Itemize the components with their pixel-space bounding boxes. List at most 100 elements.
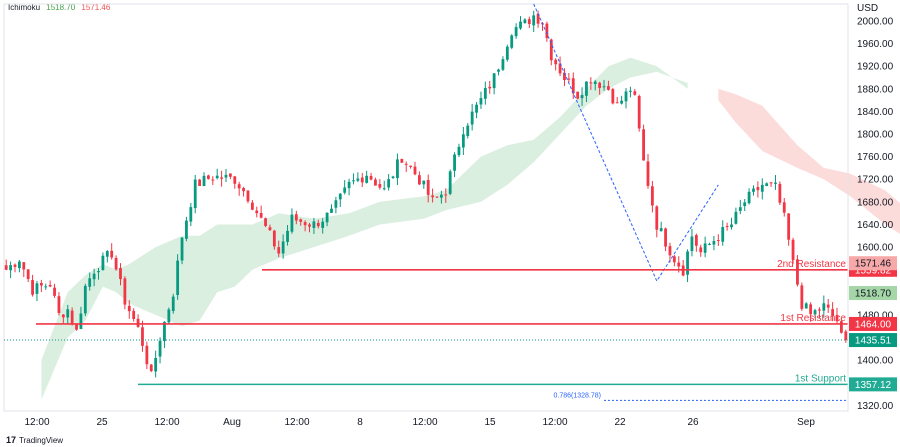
y-tick-label: 1960.00 — [857, 39, 894, 50]
candle-body — [844, 331, 848, 341]
candle-body — [782, 202, 786, 213]
candle-body — [554, 59, 558, 65]
candle-body — [439, 194, 443, 198]
level-label: 1st Resistance — [780, 313, 846, 324]
candle-body — [92, 273, 96, 280]
y-tick-label: 1320.00 — [857, 401, 894, 412]
candle-body — [818, 309, 821, 311]
candle-body — [378, 183, 382, 188]
candle-body — [453, 154, 456, 171]
candle-body — [716, 240, 720, 242]
candle-body — [642, 129, 645, 161]
candle-body — [259, 213, 263, 218]
candle-body — [387, 179, 391, 188]
candle-body — [167, 309, 171, 323]
candle-body — [145, 345, 149, 365]
candle-body — [505, 46, 509, 60]
candle-body — [255, 210, 259, 214]
candle-body — [286, 230, 289, 242]
candle-body — [563, 72, 566, 81]
candle-body — [242, 187, 245, 192]
candle-body — [694, 235, 698, 246]
candle-body — [347, 181, 351, 189]
fib-level-label: 0.786(1328.78) — [554, 392, 601, 399]
candle-body — [132, 310, 136, 319]
candle-body — [185, 220, 188, 239]
candle-body — [365, 175, 369, 183]
candle-body — [620, 100, 624, 104]
candle-body — [360, 177, 364, 183]
candle-body — [233, 176, 237, 184]
candle-body — [268, 227, 272, 231]
plot-area[interactable]: 2nd Resistance 1st Resistance 1st Support 0… — [3, 3, 900, 412]
indicator-value-2: 1571.46 — [81, 3, 111, 12]
level-price-tag — [849, 377, 897, 392]
candle-body — [672, 256, 676, 263]
candle-body — [237, 184, 241, 189]
candle-body — [778, 183, 782, 203]
candle-body — [743, 202, 747, 207]
candle-body — [747, 191, 751, 204]
candle-body — [352, 180, 355, 182]
candle-body — [171, 296, 175, 311]
indicator-legend[interactable]: Ichimoku 1518.70 1571.46 — [8, 3, 114, 12]
candle-body — [35, 283, 39, 294]
candle-body — [13, 264, 17, 267]
candle-body — [470, 111, 474, 125]
candle-body — [215, 175, 219, 179]
candle-body — [374, 179, 377, 186]
y-tick-label: 2000.00 — [857, 16, 894, 27]
candle-body — [527, 19, 531, 24]
candle-body — [198, 179, 202, 187]
candle-body — [57, 296, 61, 313]
candle-body — [101, 255, 105, 271]
candle-body — [840, 321, 843, 333]
candle-body — [66, 309, 70, 318]
candle-body — [356, 178, 360, 181]
brand-name: TradingView — [19, 435, 64, 445]
candle-body — [461, 134, 465, 148]
candle-body — [290, 214, 294, 232]
candle-body — [800, 285, 804, 309]
candle-body — [413, 166, 417, 175]
candle-body — [396, 159, 399, 179]
candle-body — [492, 73, 496, 89]
candle-body — [585, 81, 588, 96]
candle-body — [444, 194, 448, 196]
candle-body — [668, 246, 672, 256]
y-tick-label: 1600.00 — [857, 243, 894, 254]
candle-body — [686, 251, 689, 275]
candle-body — [615, 102, 619, 104]
candle-body — [264, 218, 267, 227]
y-tick-label: 1480.00 — [857, 310, 894, 321]
candle-body — [88, 278, 92, 287]
candle-body — [567, 78, 571, 80]
candle-body — [664, 228, 667, 247]
candle-body — [79, 313, 83, 329]
candle-body — [404, 163, 408, 165]
y-tick-label: 1400.00 — [857, 356, 894, 367]
candle-body — [774, 182, 777, 184]
level-label: 1st Support — [795, 373, 846, 384]
candle-body — [831, 309, 835, 316]
time-axis[interactable]: 12:00 25 12:00 Aug 12:00 8 12:00 15 12:00 22 26 Sep — [4, 410, 848, 428]
candle-body — [154, 357, 158, 372]
candle-body — [22, 262, 26, 270]
level-price-text: 1559.82 — [855, 265, 892, 276]
candle-body — [448, 171, 452, 194]
candle-body — [479, 98, 483, 105]
candle-body — [602, 86, 606, 88]
candle-body — [61, 314, 65, 318]
candle-body — [703, 243, 707, 253]
candle-body — [202, 175, 206, 187]
candle-body — [400, 158, 404, 163]
price-axis[interactable]: USD 2000.00 1960.00 1920.00 1880.00 1840.00 1… — [847, 3, 897, 412]
x-tick-label: 12:00 — [542, 417, 567, 428]
candle-body — [119, 268, 122, 280]
y-tick-label: 1760.00 — [857, 152, 894, 163]
candle-body — [475, 104, 478, 113]
candle-body — [760, 184, 764, 192]
candle-body — [488, 86, 492, 89]
candle-body — [791, 239, 795, 260]
